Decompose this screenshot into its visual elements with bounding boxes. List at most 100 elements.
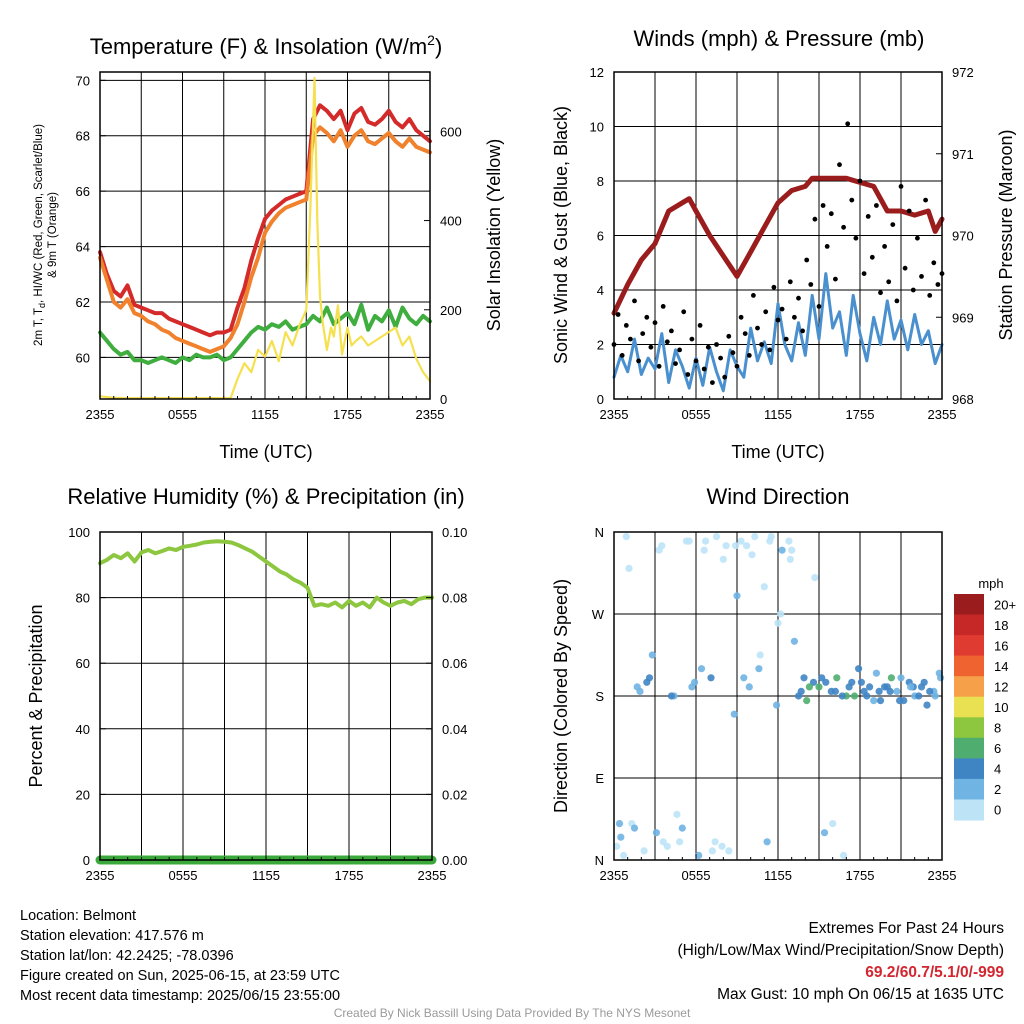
direction-point bbox=[777, 610, 785, 618]
colorbar-label: 2 bbox=[994, 782, 1001, 797]
direction-point bbox=[831, 687, 840, 696]
extremes-subtitle: (High/Low/Max Wind/Precipitation/Snow De… bbox=[677, 942, 1005, 959]
gust-point bbox=[787, 279, 793, 285]
gust-point bbox=[820, 203, 826, 208]
station-elevation: Station elevation: 417.576 m bbox=[20, 928, 204, 944]
direction-point bbox=[840, 851, 848, 860]
y2-tick-label: 969 bbox=[952, 310, 974, 325]
y-tick-label: 20 bbox=[76, 787, 90, 802]
direction-point bbox=[707, 674, 715, 682]
gust-point bbox=[861, 271, 867, 276]
direction-point bbox=[920, 678, 928, 686]
colorbar-swatch bbox=[954, 614, 984, 636]
y2-tick-label: 400 bbox=[440, 214, 462, 229]
direction-point bbox=[751, 533, 759, 541]
x-tick-label: 0555 bbox=[682, 868, 711, 883]
colorbar-swatch bbox=[954, 655, 984, 677]
wind-axis-ticks: 2355 0555 1155 1755 235502468101296896997097… bbox=[590, 65, 974, 422]
x-tick-label: 2355 bbox=[928, 868, 957, 883]
y-tick-label: 60 bbox=[76, 656, 90, 671]
gust-point bbox=[792, 314, 797, 320]
temperature-axis-ticks: 2355 0555 1155 1755 2355 60 62 64 66 68 70 0 200 400 6… bbox=[76, 73, 462, 422]
direction-point bbox=[630, 824, 639, 832]
gust-point bbox=[923, 197, 928, 203]
gust-point bbox=[882, 244, 887, 249]
x-tick-label: 0555 bbox=[169, 868, 198, 883]
gust-point bbox=[931, 260, 937, 266]
direction-point bbox=[857, 678, 866, 686]
station-latlon: Station lat/lon: 42.2425; -78.0396 bbox=[20, 948, 234, 964]
gust-point bbox=[714, 342, 719, 347]
gust-point bbox=[915, 235, 920, 241]
direction-point bbox=[678, 824, 686, 832]
y2-tick-label: 972 bbox=[952, 65, 974, 80]
recent-timestamp: Most recent data timestamp: 2025/06/15 2… bbox=[20, 988, 341, 1004]
direction-point bbox=[712, 533, 721, 541]
colorbar-label: 4 bbox=[994, 762, 1001, 777]
y2-tick-label: 0.04 bbox=[442, 722, 467, 737]
wind-x-axis-label: Time (UTC) bbox=[731, 442, 824, 462]
direction-point bbox=[648, 651, 656, 659]
station-location: Location: Belmont bbox=[20, 908, 137, 924]
humidity-axis-ticks: 2355 0555 1155 1755 23550204060801000.000.02… bbox=[68, 525, 467, 883]
gust-point bbox=[636, 358, 641, 364]
y-tick-label: 64 bbox=[76, 240, 90, 255]
x-tick-label: 1155 bbox=[764, 407, 792, 422]
gust-point bbox=[927, 293, 933, 298]
direction-point bbox=[733, 592, 741, 600]
x-tick-label: 1755 bbox=[335, 868, 364, 883]
direction-point bbox=[866, 683, 874, 691]
direction-point bbox=[790, 637, 799, 645]
gust-point bbox=[623, 323, 629, 328]
gust-point bbox=[689, 336, 695, 342]
wind-grid bbox=[614, 72, 942, 399]
direction-point bbox=[730, 710, 738, 718]
y-tick-label: 66 bbox=[76, 184, 90, 199]
humidity-grid bbox=[100, 532, 432, 860]
gust-point bbox=[640, 331, 646, 336]
gust-point bbox=[771, 284, 777, 290]
direction-point bbox=[697, 665, 706, 673]
direction-point bbox=[655, 546, 663, 554]
direction-point bbox=[818, 674, 826, 682]
colorbar-label: 14 bbox=[994, 659, 1008, 674]
colorbar-label: 20+ bbox=[994, 597, 1016, 612]
direction-point bbox=[755, 665, 763, 673]
x-tick-label: 1155 bbox=[764, 868, 792, 883]
colorbar-swatch bbox=[954, 676, 984, 698]
gust-point bbox=[804, 257, 810, 263]
extremes-box: Extremes For Past 24 Hours (High/Low/Max… bbox=[678, 918, 1005, 1006]
direction-point bbox=[748, 551, 756, 559]
colorbar-swatch bbox=[954, 696, 984, 718]
y-tick-label: 4 bbox=[597, 283, 604, 298]
gust-point bbox=[824, 244, 830, 249]
gust-point bbox=[673, 361, 678, 366]
y-tick-label: 62 bbox=[76, 295, 90, 310]
y2-tick-label: 971 bbox=[952, 147, 974, 162]
direction-point bbox=[803, 697, 811, 705]
temperature-series bbox=[98, 76, 432, 400]
gust-point bbox=[816, 304, 822, 309]
temperature-panel: Temperature (F) & Insolation (W/m2) 2355… bbox=[33, 32, 504, 462]
colorbar-swatch bbox=[954, 635, 984, 657]
insolation-line bbox=[98, 76, 432, 400]
extremes-title: Extremes For Past 24 Hours bbox=[808, 920, 1004, 937]
gust-point bbox=[619, 353, 625, 358]
humidity-panel: Relative Humidity (%) & Precipitation (i… bbox=[26, 484, 467, 883]
x-tick-label: 1755 bbox=[333, 407, 362, 422]
direction-point bbox=[829, 820, 837, 828]
gust-point bbox=[763, 309, 769, 315]
dewpoint-line bbox=[98, 302, 432, 365]
gust-point bbox=[812, 216, 818, 222]
extremes-values: 69.2/60.7/5.1/0/-999 bbox=[865, 964, 1004, 981]
y-tick-label: 100 bbox=[68, 525, 90, 540]
x-tick-label: 1155 bbox=[251, 407, 279, 422]
gust-point bbox=[697, 323, 703, 328]
x-tick-label: 2355 bbox=[600, 407, 629, 422]
gust-point bbox=[660, 304, 666, 309]
gust-point bbox=[755, 325, 760, 331]
direction-point bbox=[636, 687, 644, 696]
gust-point bbox=[886, 279, 892, 285]
gust-point bbox=[865, 214, 871, 219]
